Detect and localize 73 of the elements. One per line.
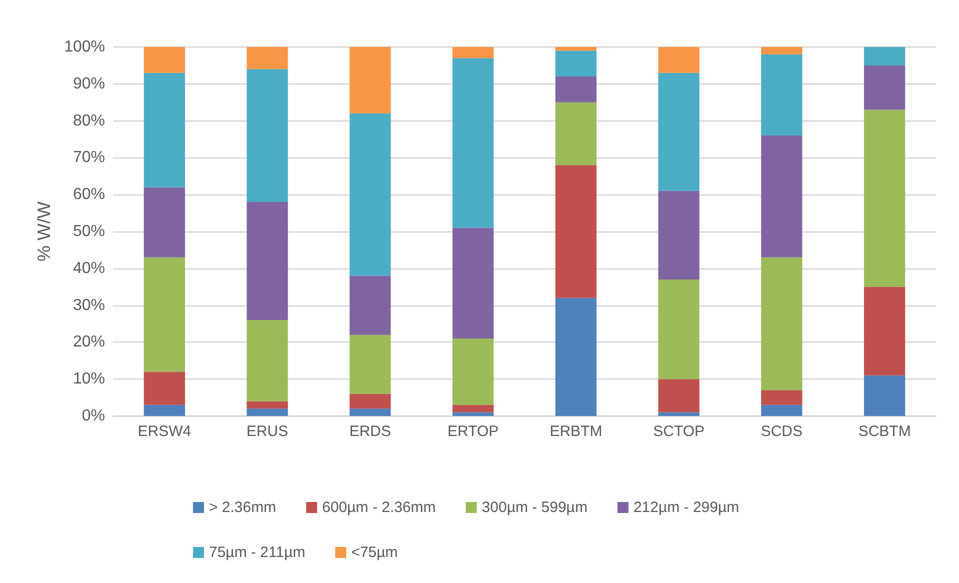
- x-tick-label: ERTOP: [447, 423, 499, 440]
- y-tick-label: 60%: [72, 186, 105, 204]
- bar: [864, 65, 906, 110]
- bar: [350, 408, 391, 416]
- bar: [350, 394, 391, 409]
- bar: [761, 404, 802, 416]
- bar: [761, 47, 802, 54]
- legend-label: <75µm: [351, 544, 398, 561]
- bar: [246, 320, 288, 402]
- y-tick-label: 90%: [72, 75, 105, 92]
- y-tick-label: 40%: [72, 260, 105, 277]
- bar: [658, 47, 700, 73]
- legend-label: 600µm - 2.36mm: [322, 499, 436, 516]
- bar: [144, 372, 186, 405]
- x-tick-label: SCBTM: [858, 423, 911, 440]
- bar: [452, 412, 494, 416]
- x-tick-label: ERSW4: [138, 423, 192, 440]
- bar: [658, 72, 700, 191]
- bar: [144, 257, 186, 372]
- x-tick-label: ERUS: [246, 423, 288, 440]
- y-tick-label: 80%: [72, 112, 105, 130]
- y-tick-label: 70%: [72, 149, 105, 166]
- bar: [864, 47, 906, 66]
- bar: [246, 47, 288, 70]
- bar: [761, 136, 802, 258]
- legend-label: 300µm - 599µm: [482, 499, 588, 516]
- bar: [658, 412, 700, 416]
- bar: [555, 76, 597, 102]
- bar: [350, 113, 391, 276]
- bar: [658, 279, 700, 380]
- bar: [658, 190, 700, 280]
- bar: [144, 187, 186, 258]
- bar: [452, 228, 494, 339]
- bar: [144, 47, 186, 73]
- bar: [246, 401, 288, 409]
- bar: [452, 58, 494, 228]
- y-tick-label: 0%: [82, 408, 105, 424]
- bar: [246, 202, 288, 320]
- bar: [864, 110, 906, 287]
- bar: [452, 404, 494, 412]
- x-tick-label: ERBTM: [550, 423, 602, 440]
- bar: [761, 257, 802, 390]
- x-tick-label: SCTOP: [653, 423, 705, 440]
- x-tick-label: SCDS: [760, 423, 803, 440]
- bar: [555, 50, 597, 77]
- legend-label: 212µm - 299µm: [633, 499, 740, 516]
- y-tick-label: 50%: [72, 223, 105, 240]
- bar: [555, 165, 597, 298]
- legend-label: > 2.36mm: [209, 499, 276, 516]
- y-tick-label: 30%: [72, 296, 105, 314]
- y-axis-title: % W/W: [34, 202, 54, 262]
- bar: [144, 72, 186, 188]
- bar: [350, 47, 391, 114]
- bar: [350, 334, 391, 394]
- bar: [350, 276, 391, 335]
- bar: [555, 298, 597, 416]
- legend-label: 75µm - 211µm: [209, 544, 306, 561]
- bar: [246, 408, 288, 416]
- bar: [761, 390, 802, 405]
- bar: [555, 47, 597, 51]
- bar: [144, 404, 186, 416]
- bar: [658, 379, 700, 412]
- bar: [761, 54, 802, 136]
- y-tick-label: 100%: [64, 38, 105, 56]
- bar: [864, 286, 906, 376]
- bar: [555, 102, 597, 166]
- bar: [246, 69, 288, 202]
- y-tick-label: 20%: [72, 334, 105, 351]
- bar: [452, 338, 494, 405]
- y-tick-label: 10%: [72, 370, 105, 388]
- bar: [864, 375, 906, 416]
- bar: [452, 47, 494, 58]
- x-tick-label: ERDS: [349, 423, 392, 440]
